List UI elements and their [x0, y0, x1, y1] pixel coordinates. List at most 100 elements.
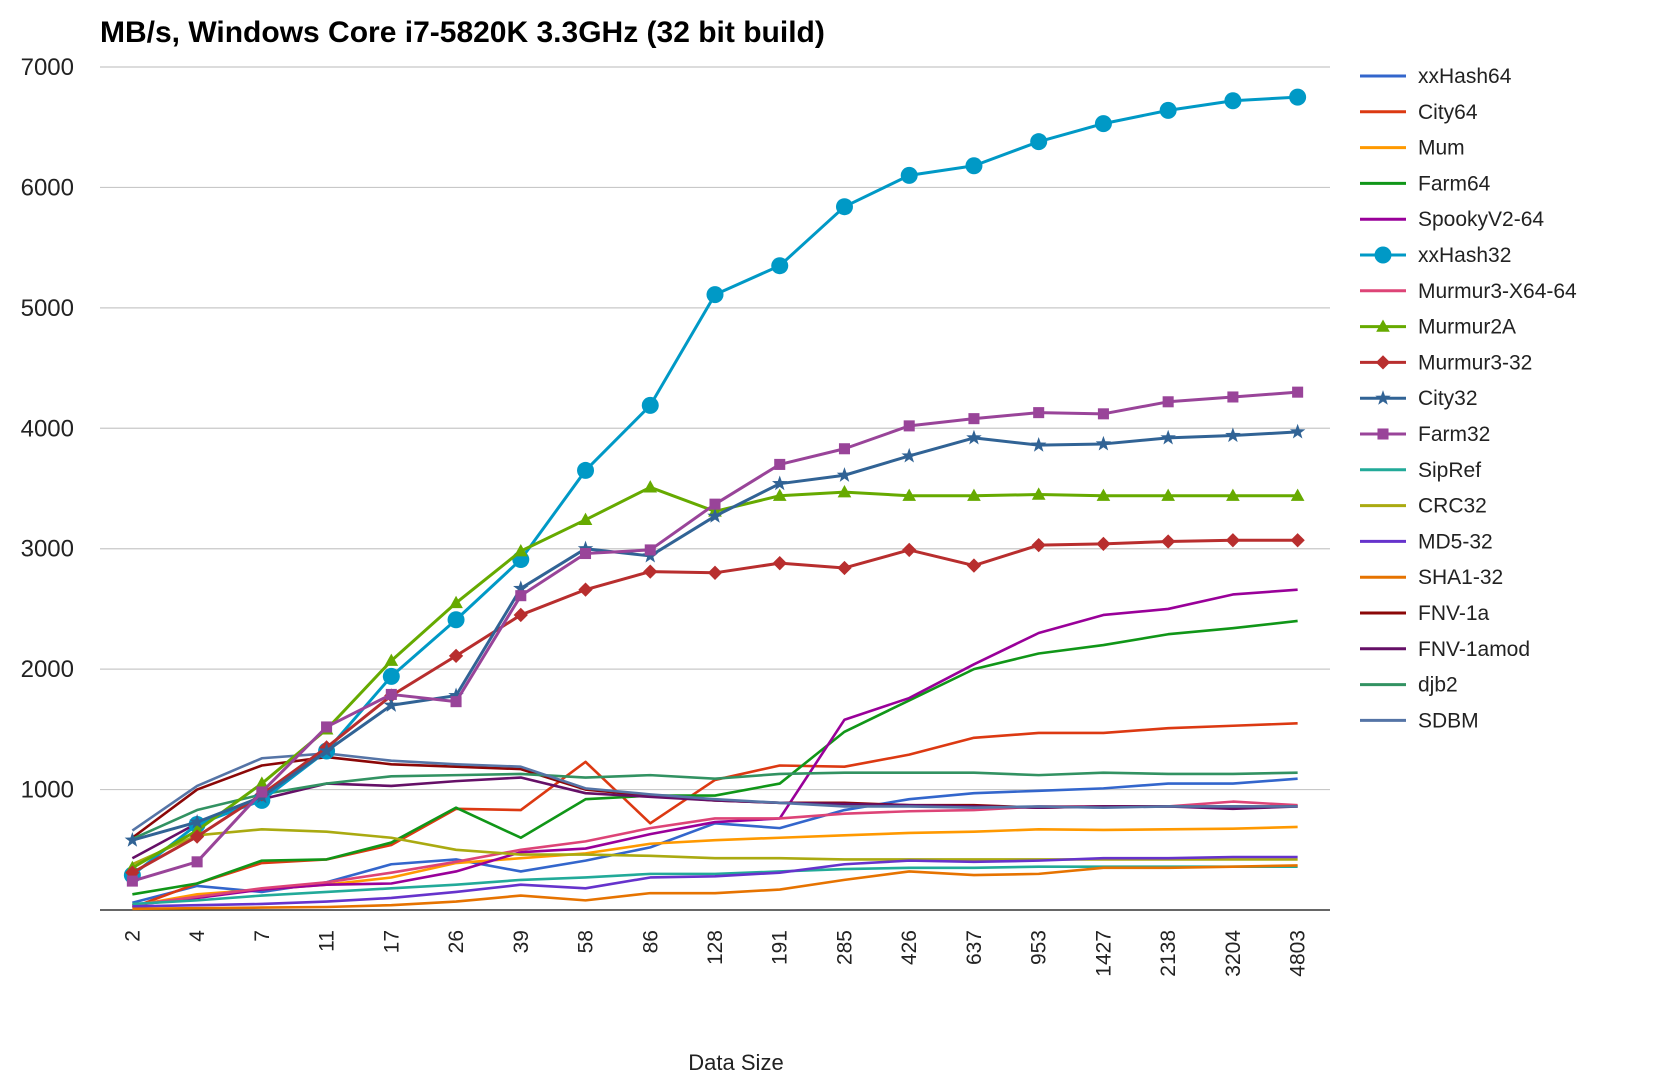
- x-tick-label: 285: [833, 930, 856, 965]
- series-line: [131, 771, 1298, 841]
- data-point: [900, 166, 918, 184]
- data-point: [706, 286, 724, 304]
- y-tick-label: 2000: [21, 656, 74, 683]
- legend-entry: City64: [1360, 101, 1478, 124]
- y-tick-label: 7000: [21, 54, 74, 81]
- legend-label: xxHash32: [1418, 244, 1511, 267]
- data-point: [966, 558, 982, 573]
- data-point: [1375, 355, 1391, 370]
- data-point: [643, 480, 658, 493]
- series-spookyv2-64: [132, 588, 1298, 907]
- series-murmur2a: [125, 480, 1305, 874]
- data-point: [965, 157, 983, 175]
- legend-label: Murmur3-32: [1418, 351, 1532, 374]
- legend-entry: SipRef: [1360, 459, 1481, 482]
- data-point: [383, 697, 400, 712]
- series-fnv-1a: [131, 755, 1298, 839]
- x-tick-label: 86: [639, 930, 662, 953]
- data-point: [1161, 488, 1175, 501]
- data-point: [1377, 428, 1389, 440]
- data-point: [967, 488, 981, 501]
- data-point: [321, 721, 333, 733]
- data-point: [1161, 534, 1176, 549]
- series-line: [132, 800, 1298, 907]
- data-point: [124, 832, 141, 847]
- x-tick-label: 4803: [1287, 930, 1310, 977]
- legend-label: SpookyV2-64: [1418, 208, 1544, 231]
- legend-entry: CRC32: [1360, 495, 1487, 518]
- data-point: [774, 458, 786, 470]
- legend-label: FNV-1a: [1418, 602, 1490, 625]
- series-line: [132, 588, 1298, 907]
- data-point: [513, 607, 528, 623]
- data-point: [1030, 133, 1048, 151]
- data-point: [1224, 92, 1242, 110]
- legend-entry: xxHash32: [1360, 244, 1511, 267]
- legend-label: CRC32: [1418, 495, 1487, 518]
- data-point: [1160, 429, 1176, 445]
- legend-label: City64: [1418, 101, 1478, 124]
- data-point: [707, 508, 723, 523]
- legend-label: SipRef: [1418, 459, 1481, 482]
- series-line: [132, 855, 1298, 908]
- data-point: [1031, 487, 1046, 500]
- series-line: [132, 864, 1298, 911]
- y-tick-label: 5000: [21, 295, 74, 322]
- x-tick-label: 2: [121, 930, 144, 942]
- legend-label: xxHash64: [1418, 65, 1512, 88]
- x-tick-label: 953: [1028, 930, 1051, 965]
- data-point: [644, 544, 656, 556]
- data-point: [772, 475, 788, 491]
- data-point: [384, 653, 399, 666]
- data-point: [771, 257, 789, 275]
- legend-entry: MD5-32: [1360, 530, 1493, 553]
- legend-entry: Murmur3-32: [1360, 351, 1532, 374]
- data-point: [707, 565, 723, 580]
- data-point: [903, 420, 915, 432]
- legend-entry: FNV-1amod: [1360, 638, 1530, 661]
- data-point: [837, 560, 852, 576]
- legend-entry: SpookyV2-64: [1360, 208, 1544, 231]
- x-tick-label: 11: [316, 930, 339, 952]
- data-point: [902, 488, 917, 501]
- x-axis-title: Data Size: [688, 1050, 783, 1075]
- legend-label: Murmur2A: [1418, 316, 1516, 339]
- data-point: [1375, 390, 1391, 405]
- data-point: [580, 548, 592, 560]
- data-point: [1094, 115, 1112, 133]
- data-point: [1033, 407, 1045, 419]
- legend-entry: Farm32: [1360, 423, 1490, 446]
- series-md5-32: [132, 855, 1298, 908]
- x-axis-ticks: 2 4 7 11 17 26 39 58 86 128 191 285 426 637 953 1427 213…: [121, 930, 1309, 977]
- series-farm32: [126, 386, 1304, 887]
- x-tick-label: 7: [251, 930, 274, 942]
- legend-entry: Mum: [1360, 137, 1465, 160]
- data-point: [191, 856, 203, 868]
- data-point: [513, 580, 529, 596]
- x-tick-label: 4: [186, 930, 209, 942]
- x-tick-label: 128: [704, 930, 727, 965]
- data-point: [901, 447, 917, 463]
- data-point: [126, 875, 138, 887]
- data-point: [1225, 533, 1241, 548]
- legend-label: Murmur3-X64-64: [1418, 280, 1577, 303]
- x-tick-label: 2138: [1157, 930, 1180, 977]
- data-point: [1096, 488, 1111, 501]
- series-murmur3-32: [125, 533, 1305, 880]
- data-point: [772, 488, 787, 501]
- legend-label: SDBM: [1418, 709, 1479, 732]
- x-tick-label: 58: [575, 930, 598, 953]
- data-point: [1225, 427, 1241, 443]
- legend-label: Farm64: [1418, 172, 1491, 195]
- legend-label: City32: [1418, 387, 1478, 410]
- x-tick-label: 17: [380, 930, 403, 953]
- data-point: [318, 742, 335, 758]
- x-tick-label: 3204: [1222, 930, 1245, 977]
- data-point: [1290, 533, 1305, 548]
- x-tick-label: 1427: [1092, 930, 1115, 977]
- data-point: [641, 396, 659, 414]
- data-point: [1096, 536, 1111, 552]
- x-tick-label: 26: [445, 930, 468, 953]
- legend-label: SHA1-32: [1418, 566, 1503, 589]
- data-point: [1095, 435, 1112, 451]
